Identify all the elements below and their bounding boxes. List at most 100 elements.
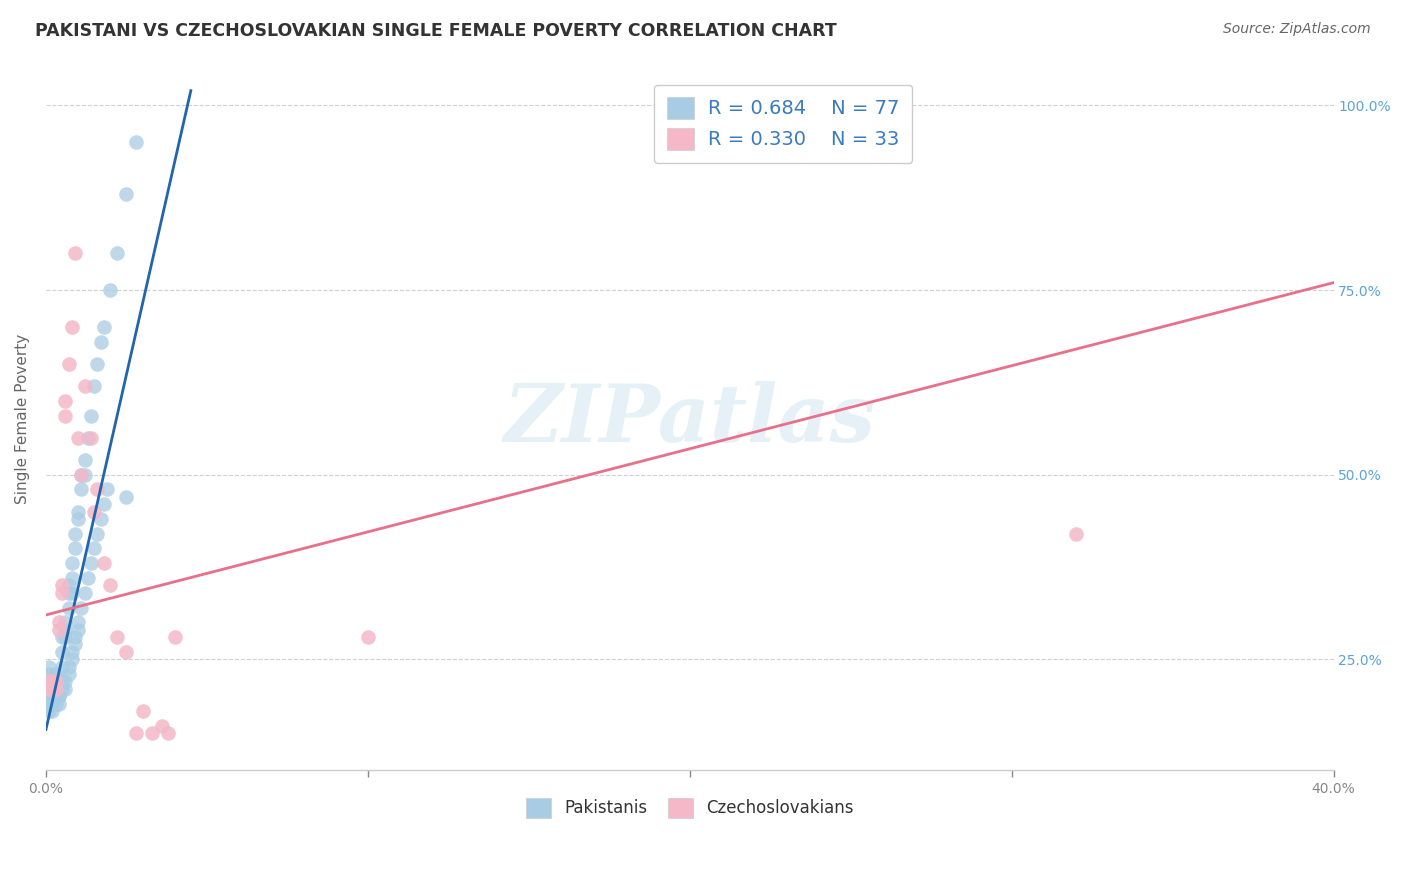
Point (63, 638, 86, 652)
Point (67, 504, 90, 518)
Point (41, 689, 63, 703)
Point (53, 409, 76, 423)
Point (45, 674, 67, 689)
Point (86, 526, 108, 541)
Point (41, 681, 63, 696)
Point (41, 704, 63, 718)
Point (58, 600, 80, 615)
Text: Source: ZipAtlas.com: Source: ZipAtlas.com (1223, 22, 1371, 37)
Point (60, 645, 83, 659)
Point (45, 681, 67, 696)
Point (115, 490, 138, 504)
Point (93, 320, 115, 334)
Point (58, 659, 80, 673)
Point (125, 136, 148, 150)
Point (41, 674, 63, 689)
Point (45, 667, 67, 681)
Point (80, 556, 103, 570)
Point (53, 393, 76, 408)
Point (93, 556, 115, 570)
Legend: Pakistanis, Czechoslovakians: Pakistanis, Czechoslovakians (519, 791, 860, 825)
Point (76, 431, 98, 445)
Point (51, 578, 73, 592)
Point (53, 674, 76, 689)
Point (58, 586, 80, 600)
Point (83, 541, 105, 556)
Point (38, 659, 60, 673)
Point (63, 526, 86, 541)
Point (90, 334, 112, 349)
Point (53, 681, 76, 696)
Point (83, 504, 105, 518)
Point (48, 689, 70, 703)
Point (98, 283, 121, 297)
Point (67, 623, 90, 637)
Point (38, 674, 60, 689)
Point (60, 652, 83, 666)
Point (51, 645, 73, 659)
Point (63, 541, 86, 556)
Point (48, 697, 70, 711)
Point (38, 681, 60, 696)
Point (38, 681, 60, 696)
Y-axis label: Single Female Poverty: Single Female Poverty (15, 334, 30, 504)
Point (67, 615, 90, 630)
Point (80, 409, 103, 423)
Point (157, 726, 180, 740)
Point (58, 578, 80, 592)
Point (38, 697, 60, 711)
Point (76, 571, 98, 585)
Point (38, 704, 60, 718)
Point (41, 689, 63, 703)
Point (58, 667, 80, 681)
Point (150, 719, 173, 733)
Point (125, 726, 148, 740)
Point (48, 674, 70, 689)
Point (41, 674, 63, 689)
Point (41, 697, 63, 711)
Point (141, 726, 163, 740)
Point (41, 681, 63, 696)
Point (90, 512, 112, 526)
Point (38, 689, 60, 703)
Point (51, 659, 73, 673)
Point (357, 630, 380, 644)
Point (60, 556, 83, 570)
Point (38, 667, 60, 681)
Point (73, 467, 96, 482)
Point (70, 600, 93, 615)
Point (60, 320, 83, 334)
Point (58, 357, 80, 371)
Point (53, 630, 76, 644)
Point (38, 674, 60, 689)
Point (83, 379, 105, 393)
Point (73, 379, 96, 393)
Point (73, 453, 96, 467)
Point (51, 586, 73, 600)
Point (63, 630, 86, 644)
Point (115, 645, 138, 659)
Text: ZIPatlas: ZIPatlas (503, 381, 876, 458)
Point (48, 615, 70, 630)
Point (70, 483, 93, 497)
Point (41, 674, 63, 689)
Point (163, 630, 186, 644)
Point (53, 623, 76, 637)
Point (86, 357, 108, 371)
Point (51, 630, 73, 644)
Point (45, 674, 67, 689)
Point (45, 689, 67, 703)
Point (48, 689, 70, 703)
Point (51, 674, 73, 689)
Point (105, 246, 128, 260)
Point (73, 586, 96, 600)
Point (70, 467, 93, 482)
Point (60, 571, 83, 585)
Point (93, 497, 115, 511)
Point (131, 704, 153, 718)
Point (86, 483, 108, 497)
Point (45, 674, 67, 689)
Point (45, 681, 67, 696)
Point (51, 681, 73, 696)
Point (53, 615, 76, 630)
